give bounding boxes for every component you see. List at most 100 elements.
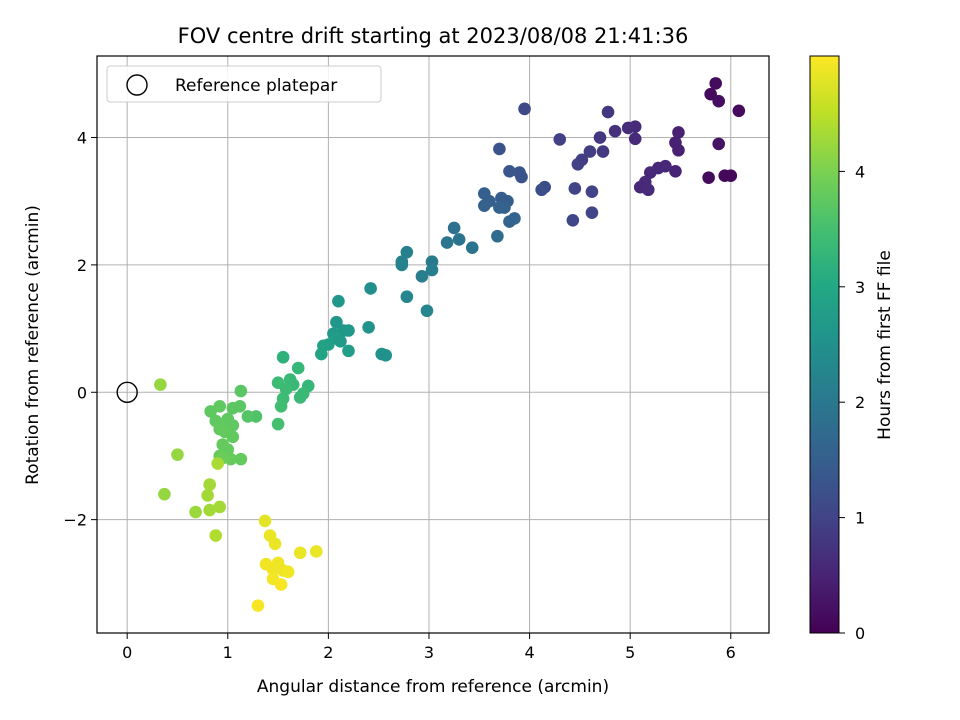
scatter-point <box>535 183 548 197</box>
scatter-point <box>568 182 582 195</box>
scatter-point <box>293 391 307 404</box>
scatter-point <box>315 347 328 361</box>
scatter-point <box>209 529 223 542</box>
scatter-point <box>266 563 280 576</box>
scatter-point <box>585 206 599 219</box>
scatter-point <box>226 430 240 444</box>
y-tick-label: 4 <box>77 129 87 148</box>
colorbar-label: Hours from first FF file <box>875 250 895 440</box>
colorbar <box>809 55 840 634</box>
scatter-point <box>211 457 225 470</box>
reference-platepar-marker <box>116 381 138 403</box>
legend-marker-open-circle <box>126 74 148 96</box>
scatter-point <box>271 417 285 431</box>
scatter-point <box>171 448 184 461</box>
colorbar-tick-label: 4 <box>855 162 865 181</box>
legend-box <box>106 65 382 103</box>
colorbar-tick-label: 2 <box>855 393 865 412</box>
scatter-point <box>672 143 685 157</box>
scatter-point <box>203 503 216 517</box>
data-points <box>154 77 746 612</box>
reference-marker-layer <box>116 381 138 403</box>
scatter-point <box>498 201 511 214</box>
scatter-point <box>268 537 282 551</box>
scatter-point <box>465 241 479 254</box>
scatter-point <box>281 565 295 579</box>
scatter-point <box>334 335 347 348</box>
scatter-point <box>251 599 265 612</box>
scatter-point <box>643 166 657 179</box>
scatter-point <box>379 349 393 362</box>
x-tick-label: 2 <box>323 643 333 662</box>
y-axis-label: Rotation from reference (arcmin) <box>23 205 43 485</box>
scatter-point <box>503 215 516 228</box>
scatter-point <box>553 133 567 146</box>
scatter-point <box>712 137 726 151</box>
scatter-point <box>724 169 738 183</box>
scatter-point <box>585 185 599 198</box>
scatter-point <box>291 361 305 375</box>
scatter-point <box>478 199 491 212</box>
scatter-point <box>364 282 377 295</box>
scatter-point <box>332 294 345 308</box>
scatter-point <box>583 145 597 158</box>
scatter-point <box>503 164 516 178</box>
scatter-point <box>420 304 434 318</box>
scatter-point <box>241 410 255 423</box>
y-tick-label: −2 <box>63 511 87 530</box>
scatter-point <box>491 229 504 243</box>
scatter-point <box>213 500 227 514</box>
scatter-point <box>400 245 414 259</box>
scatter-point <box>515 170 528 184</box>
scatter-point <box>310 545 323 558</box>
scatter-point <box>203 478 216 491</box>
grid <box>97 56 769 633</box>
scatter-point <box>593 131 607 144</box>
scatter-point <box>330 315 343 329</box>
scatter-point <box>596 145 610 158</box>
x-tick-label: 1 <box>223 643 233 662</box>
y-axis-ticks: −2 0 2 4 <box>63 129 97 530</box>
scatter-point <box>342 324 355 337</box>
x-axis-ticks: 0 1 2 3 4 5 6 <box>122 633 736 662</box>
scatter-point <box>258 514 272 528</box>
scatter-point <box>415 270 429 283</box>
scatter-point <box>395 258 409 272</box>
scatter-point <box>709 77 722 90</box>
scatter-point <box>518 102 531 116</box>
scatter-point <box>608 124 622 138</box>
scatter-point <box>672 126 685 139</box>
scatter-point <box>669 164 682 178</box>
scatter-point <box>201 489 214 502</box>
scatter-point <box>154 378 167 391</box>
scatter-point <box>712 94 726 108</box>
scatter-point <box>400 290 414 304</box>
scatter-point <box>571 157 585 171</box>
scatter-point <box>234 384 248 398</box>
scatter-point <box>226 401 240 415</box>
scatter-point <box>702 171 715 184</box>
x-axis-label: Angular distance from reference (arcmin) <box>257 677 609 697</box>
plot-area-frame <box>96 55 770 634</box>
scatter-point <box>621 121 635 135</box>
colorbar-ticks: 0 1 2 3 4 <box>839 162 865 643</box>
scatter-point <box>628 132 642 146</box>
scatter-point <box>158 487 171 501</box>
scatter-point <box>293 546 307 560</box>
legend: Reference platepar <box>106 65 382 103</box>
y-tick-label: 2 <box>77 256 87 275</box>
scatter-point <box>641 183 655 197</box>
scatter-point <box>276 350 290 364</box>
chart-title: FOV centre drift starting at 2023/08/08 … <box>178 24 689 48</box>
colorbar-tick-label: 3 <box>855 278 865 297</box>
scatter-point <box>493 142 506 156</box>
scatter-point <box>342 344 355 358</box>
x-tick-label: 5 <box>625 643 635 662</box>
scatter-point <box>732 104 746 118</box>
colorbar-tick-label: 0 <box>855 624 865 643</box>
scatter-point <box>566 214 580 227</box>
scatter-point <box>204 405 217 418</box>
scatter-point <box>362 321 375 334</box>
scatter-point <box>440 236 454 249</box>
